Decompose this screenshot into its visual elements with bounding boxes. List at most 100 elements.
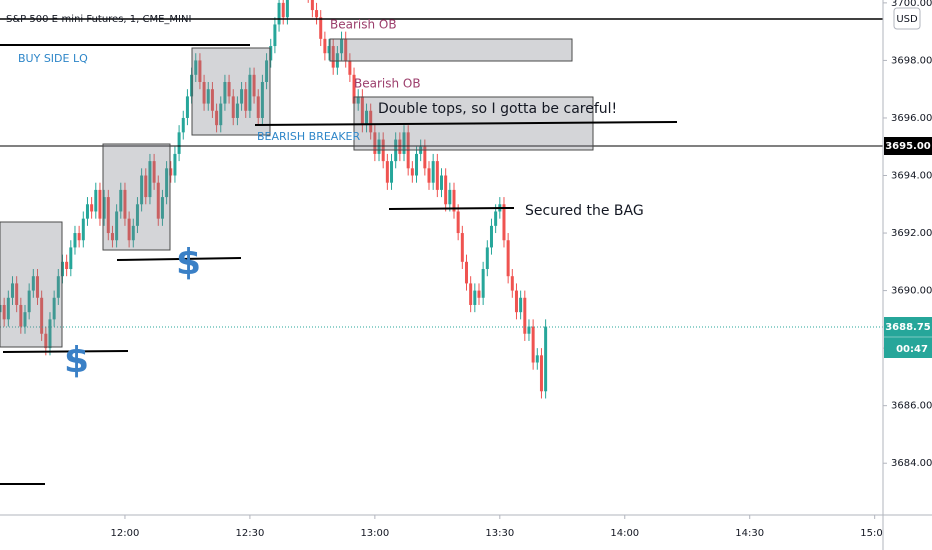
candle-body: [6, 297, 10, 320]
candle-body: [165, 168, 169, 198]
candle-body: [15, 283, 19, 305]
candle-body: [310, 0, 314, 11]
y-tick-label: 3686.00: [891, 401, 932, 412]
trend-line: [254, 121, 678, 126]
trend-line: [2, 350, 129, 353]
candle-body: [202, 81, 206, 104]
candle-body: [315, 10, 319, 18]
candle-body: [177, 132, 181, 154]
candle-body: [373, 132, 377, 154]
candle-body: [215, 110, 219, 126]
trend-line: [388, 207, 515, 210]
candle-body: [415, 153, 419, 176]
x-tick-label: 13:00: [360, 528, 389, 539]
candle-body: [123, 189, 127, 219]
candle-body: [327, 46, 331, 54]
candle-body: [523, 297, 527, 334]
candle-body: [77, 233, 81, 241]
candle-body: [481, 269, 485, 298]
annotation: BEARISH BREAKER: [257, 130, 360, 143]
drawings: BUY SIDE LQ Bearish OB Bearish OB BEARIS…: [0, 18, 883, 485]
candle-body: [323, 38, 327, 54]
candle-body: [119, 189, 123, 212]
candle-body: [531, 326, 535, 363]
candle-body: [527, 326, 531, 334]
candle-body: [331, 46, 335, 68]
candle-body: [485, 247, 489, 270]
candle-body: [385, 161, 389, 183]
x-tick-label: 13:30: [485, 528, 514, 539]
candle-body: [135, 204, 139, 226]
candle-body: [219, 103, 223, 126]
candle-body: [360, 96, 364, 126]
candle-body: [27, 290, 31, 313]
candle-body: [102, 197, 106, 219]
candle-body: [265, 60, 269, 82]
level-tag: [884, 137, 932, 155]
candle-body: [131, 225, 135, 241]
candle-body: [227, 81, 231, 97]
annotation: $: [176, 242, 201, 283]
candle-body: [460, 233, 464, 262]
candle-body: [514, 290, 518, 313]
candle-body: [40, 297, 44, 334]
candle-body: [352, 74, 356, 104]
candle-body: [152, 161, 156, 183]
candle-body: [248, 74, 252, 111]
annotation: Double tops, so I gotta be careful!: [378, 101, 617, 117]
zone-box: [191, 47, 271, 136]
x-tick-label: 12:00: [111, 528, 140, 539]
candle-body: [156, 182, 160, 219]
y-tick-label: 3684.00: [891, 458, 932, 469]
candle-body: [535, 355, 539, 363]
currency: USD: [896, 14, 918, 25]
candle-body: [198, 60, 202, 82]
candle-body: [473, 290, 477, 305]
candle-body: [115, 211, 119, 241]
candle-body: [440, 175, 443, 190]
y-tick-label: 3700.00: [891, 0, 932, 9]
annotation: Bearish OB: [330, 18, 397, 32]
candle-body: [169, 168, 173, 176]
candle-body: [489, 225, 493, 248]
zone-box: [0, 221, 63, 348]
trend-line: [116, 257, 242, 261]
x-tick-label: 12:30: [235, 528, 264, 539]
y-tick-label: 3698.00: [891, 55, 932, 66]
candle-body: [260, 81, 264, 118]
candle-body: [544, 326, 548, 392]
candle-body: [44, 333, 48, 349]
candle-body: [340, 38, 344, 54]
annotation: $: [64, 340, 89, 381]
candle-body: [90, 204, 94, 212]
candle-body: [148, 161, 152, 198]
x-tick-label: 14:00: [610, 528, 639, 539]
candle-body: [231, 96, 235, 118]
candle-body: [398, 139, 402, 154]
candle-body: [181, 117, 185, 133]
candle-body: [98, 189, 102, 219]
candle-body: [160, 197, 164, 219]
candle-body: [510, 276, 514, 291]
candle-body: [85, 204, 89, 219]
candle-body: [194, 60, 198, 75]
candle-body: [410, 168, 414, 176]
candle-body: [73, 233, 77, 248]
candle-body: [106, 197, 110, 234]
candle-body: [110, 233, 114, 241]
candle-body: [423, 146, 427, 169]
candle-body: [235, 103, 239, 118]
candle-body: [448, 189, 452, 205]
candle-body: [19, 304, 23, 327]
candle-body: [348, 60, 352, 75]
candle-body: [52, 297, 56, 320]
zone-box: [102, 143, 171, 251]
candle-body: [210, 89, 214, 111]
candle-body: [469, 283, 473, 305]
x-tick-label: 14:30: [735, 528, 764, 539]
candle-body: [502, 204, 506, 241]
candle-body: [319, 17, 323, 39]
candle-body: [69, 247, 73, 270]
candle-body: [377, 139, 381, 154]
